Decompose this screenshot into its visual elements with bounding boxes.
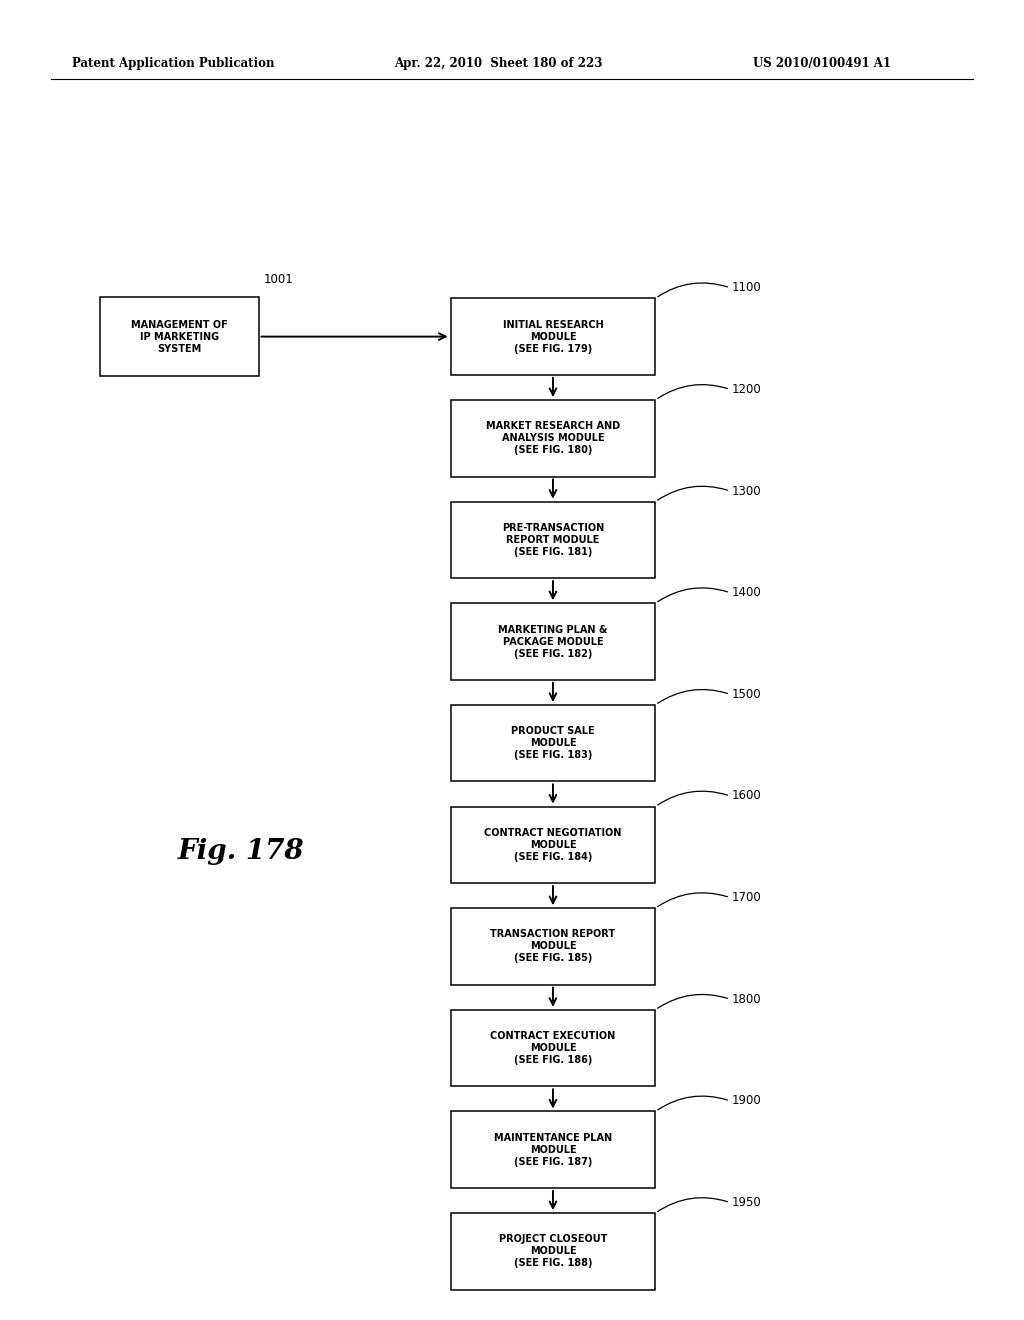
Text: Patent Application Publication: Patent Application Publication bbox=[72, 57, 274, 70]
FancyBboxPatch shape bbox=[451, 1213, 655, 1290]
Text: MARKETING PLAN &
PACKAGE MODULE
(SEE FIG. 182): MARKETING PLAN & PACKAGE MODULE (SEE FIG… bbox=[499, 624, 607, 659]
Text: 1400: 1400 bbox=[732, 586, 762, 599]
Text: 1300: 1300 bbox=[732, 484, 762, 498]
Text: MANAGEMENT OF
IP MARKETING
SYSTEM: MANAGEMENT OF IP MARKETING SYSTEM bbox=[131, 319, 227, 354]
Text: 1001: 1001 bbox=[264, 273, 294, 286]
Text: PRE-TRANSACTION
REPORT MODULE
(SEE FIG. 181): PRE-TRANSACTION REPORT MODULE (SEE FIG. … bbox=[502, 523, 604, 557]
FancyBboxPatch shape bbox=[451, 1111, 655, 1188]
Text: Fig. 178: Fig. 178 bbox=[177, 838, 304, 865]
Text: 1700: 1700 bbox=[732, 891, 762, 904]
Text: Apr. 22, 2010  Sheet 180 of 223: Apr. 22, 2010 Sheet 180 of 223 bbox=[394, 57, 603, 70]
Text: MAINTENTANCE PLAN
MODULE
(SEE FIG. 187): MAINTENTANCE PLAN MODULE (SEE FIG. 187) bbox=[494, 1133, 612, 1167]
FancyBboxPatch shape bbox=[451, 807, 655, 883]
Text: PRODUCT SALE
MODULE
(SEE FIG. 183): PRODUCT SALE MODULE (SEE FIG. 183) bbox=[511, 726, 595, 760]
Text: TRANSACTION REPORT
MODULE
(SEE FIG. 185): TRANSACTION REPORT MODULE (SEE FIG. 185) bbox=[490, 929, 615, 964]
FancyBboxPatch shape bbox=[451, 1010, 655, 1086]
Text: MARKET RESEARCH AND
ANALYSIS MODULE
(SEE FIG. 180): MARKET RESEARCH AND ANALYSIS MODULE (SEE… bbox=[486, 421, 620, 455]
Text: CONTRACT EXECUTION
MODULE
(SEE FIG. 186): CONTRACT EXECUTION MODULE (SEE FIG. 186) bbox=[490, 1031, 615, 1065]
Text: 1500: 1500 bbox=[732, 688, 762, 701]
FancyBboxPatch shape bbox=[451, 400, 655, 477]
FancyBboxPatch shape bbox=[451, 298, 655, 375]
Text: 1950: 1950 bbox=[732, 1196, 762, 1209]
Text: CONTRACT NEGOTIATION
MODULE
(SEE FIG. 184): CONTRACT NEGOTIATION MODULE (SEE FIG. 18… bbox=[484, 828, 622, 862]
Text: US 2010/0100491 A1: US 2010/0100491 A1 bbox=[753, 57, 891, 70]
Text: 1600: 1600 bbox=[732, 789, 762, 803]
FancyBboxPatch shape bbox=[451, 705, 655, 781]
FancyBboxPatch shape bbox=[99, 297, 258, 376]
Text: 1900: 1900 bbox=[732, 1094, 762, 1107]
FancyBboxPatch shape bbox=[451, 502, 655, 578]
Text: 1800: 1800 bbox=[732, 993, 762, 1006]
FancyBboxPatch shape bbox=[451, 603, 655, 680]
Text: INITIAL RESEARCH
MODULE
(SEE FIG. 179): INITIAL RESEARCH MODULE (SEE FIG. 179) bbox=[503, 319, 603, 354]
Text: PROJECT CLOSEOUT
MODULE
(SEE FIG. 188): PROJECT CLOSEOUT MODULE (SEE FIG. 188) bbox=[499, 1234, 607, 1269]
Text: 1200: 1200 bbox=[732, 383, 762, 396]
FancyBboxPatch shape bbox=[451, 908, 655, 985]
Text: 1100: 1100 bbox=[732, 281, 762, 294]
